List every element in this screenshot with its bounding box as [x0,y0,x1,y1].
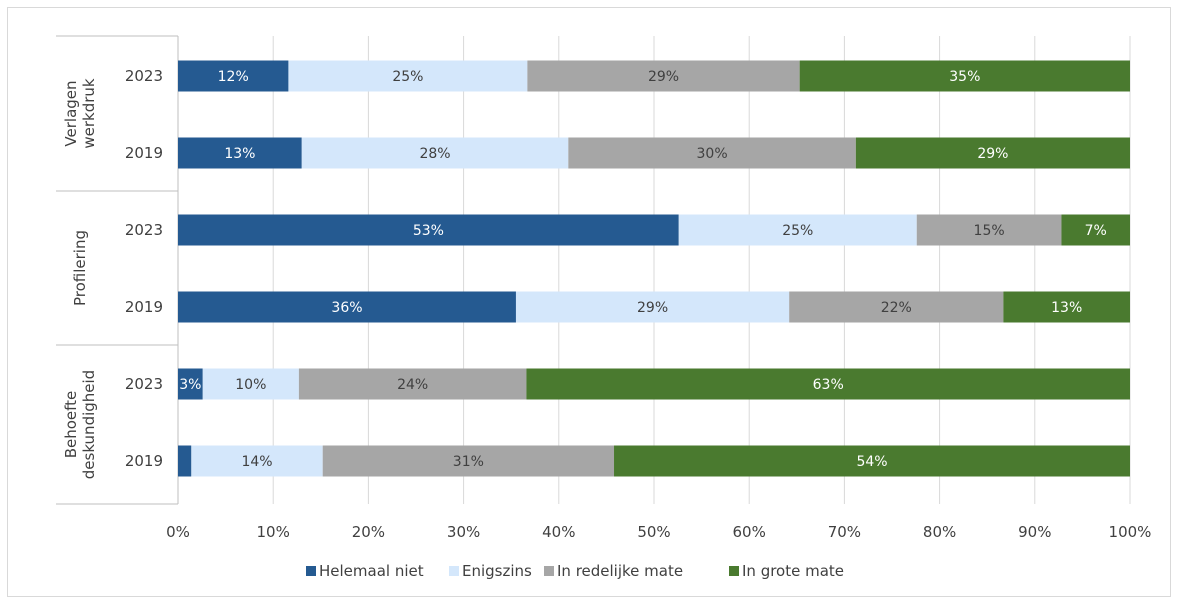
legend-label-3: In grote mate [742,562,844,580]
year-label-2: 2023 [125,221,163,239]
year-label-3: 2019 [125,298,163,316]
data-label-3-1: 29% [637,300,668,316]
data-label-5-3: 54% [856,454,887,470]
bar-segment-4-1 [202,368,299,400]
bar-segment-4-3 [526,368,1130,400]
group-label-1-0: Profilering [71,230,89,306]
group-label-0-0: Verlagen [62,80,80,146]
data-label-2-2: 15% [974,223,1005,239]
bar-segment-2-2 [916,214,1062,246]
bar-segment-5-1 [191,445,323,477]
bar-segment-2-3 [1061,214,1130,246]
year-label-0: 2023 [125,67,163,85]
data-label-1-1: 28% [419,146,450,162]
x-tick-label-8: 80% [923,523,956,541]
bar-segment-1-1 [301,137,569,169]
data-label-0-3: 35% [949,69,980,85]
bar-segment-3-3 [1003,291,1130,323]
bar-segment-0-1 [288,60,528,92]
x-tick-label-10: 100% [1109,523,1152,541]
x-tick-label-9: 90% [1018,523,1051,541]
bar-segment-5-2 [322,445,615,477]
bar-segment-3-0 [178,291,516,323]
chart-frame [7,7,1171,597]
x-tick-label-7: 70% [828,523,861,541]
bar-segment-0-2 [527,60,800,92]
year-label-5: 2019 [125,452,163,470]
legend-label-1: Enigszins [462,562,532,580]
legend-swatch-1 [449,566,459,576]
x-tick-label-0: 0% [166,523,190,541]
year-label-1: 2019 [125,144,163,162]
x-tick-label-5: 50% [637,523,670,541]
legend-swatch-0 [306,566,316,576]
data-label-0-2: 29% [648,69,679,85]
bar-segment-1-2 [568,137,856,169]
data-label-2-3: 7% [1085,223,1107,239]
bar-segment-3-1 [515,291,790,323]
bar-segment-5-3 [614,445,1130,477]
data-label-1-3: 29% [977,146,1008,162]
bar-segment-0-0 [178,60,289,92]
data-label-3-2: 22% [881,300,912,316]
data-label-0-1: 25% [392,69,423,85]
bar-segment-1-0 [178,137,302,169]
legend-swatch-2 [544,566,554,576]
bar-segment-4-2 [298,368,527,400]
data-label-5-2: 31% [453,454,484,470]
x-tick-label-6: 60% [733,523,766,541]
year-label-4: 2023 [125,375,163,393]
data-label-2-1: 25% [782,223,813,239]
group-label-0-1: werkdruk [80,78,98,149]
data-label-2-0: 53% [413,223,444,239]
legend-label-0: Helemaal niet [319,562,424,580]
data-label-4-2: 24% [397,377,428,393]
x-tick-label-2: 20% [352,523,385,541]
data-label-0-0: 12% [218,69,249,85]
bar-segment-1-3 [855,137,1130,169]
data-label-4-0: 3% [179,377,201,393]
x-tick-label-1: 10% [257,523,290,541]
data-label-1-2: 30% [697,146,728,162]
bar-segment-0-3 [799,60,1130,92]
bar-segment-5-0 [178,445,192,477]
data-label-1-0: 13% [224,146,255,162]
bar-segment-4-0 [178,368,203,400]
x-tick-label-4: 40% [542,523,575,541]
data-label-4-3: 63% [813,377,844,393]
data-label-3-3: 13% [1051,300,1082,316]
data-label-3-0: 36% [331,300,362,316]
data-label-5-1: 14% [241,454,272,470]
legend-label-2: In redelijke mate [557,562,683,580]
bar-segment-3-2 [789,291,1004,323]
bar-segment-2-0 [178,214,679,246]
group-label-2-1: deskundigheid [80,370,98,479]
legend-swatch-3 [729,566,739,576]
group-label-2-0: Behoefte [62,391,80,459]
x-tick-label-3: 30% [447,523,480,541]
bar-segment-2-1 [678,214,917,246]
data-label-4-1: 10% [235,377,266,393]
